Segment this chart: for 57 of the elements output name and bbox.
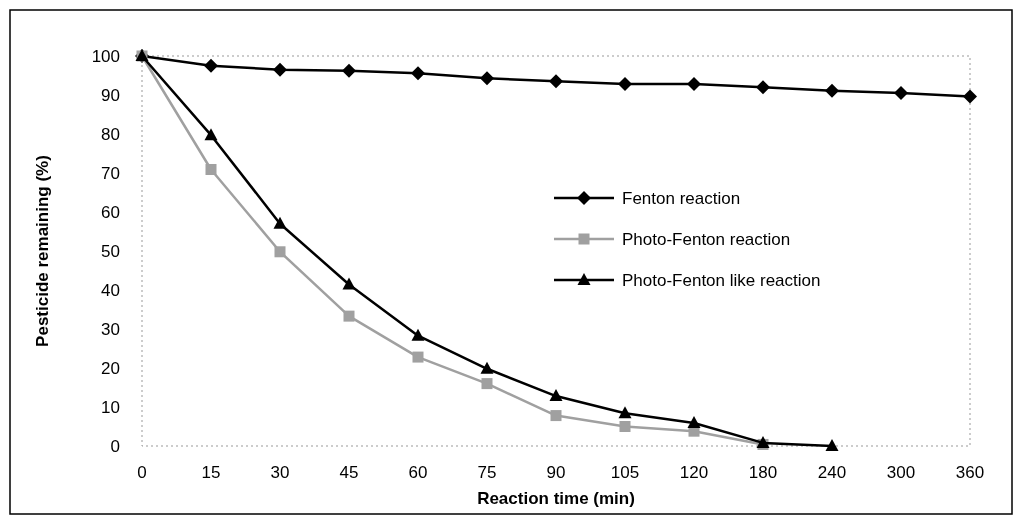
point — [549, 389, 563, 402]
point — [273, 62, 287, 77]
point — [825, 83, 839, 98]
point — [825, 439, 839, 451]
point — [204, 58, 218, 73]
point — [205, 163, 217, 175]
point — [549, 74, 563, 89]
y-tick-label: 90 — [101, 85, 120, 105]
y-tick-label: 30 — [101, 319, 120, 339]
point — [204, 128, 218, 141]
y-tick-label: 60 — [101, 202, 120, 222]
y-tick-label: 80 — [101, 124, 120, 144]
x-tick-label: 15 — [201, 463, 221, 482]
point — [342, 277, 356, 290]
x-axis-title: Reaction time (min) — [477, 489, 635, 508]
point — [411, 328, 425, 341]
y-tick-label: 100 — [91, 46, 120, 66]
x-tick-label: 360 — [955, 463, 985, 482]
x-tick-label: 45 — [339, 463, 359, 482]
point — [343, 310, 355, 322]
point — [480, 71, 494, 86]
x-tick-label: 300 — [886, 463, 916, 482]
legend-label: Photo-Fenton like reaction — [622, 270, 821, 290]
point — [687, 415, 701, 428]
point — [756, 80, 770, 95]
x-tick-label: 30 — [270, 463, 290, 482]
y-tick-label: 10 — [101, 397, 120, 417]
x-tick-label: 180 — [748, 463, 778, 482]
point — [412, 351, 424, 363]
point — [411, 66, 425, 81]
point — [894, 86, 908, 101]
point — [342, 63, 356, 78]
x-tick-label: 105 — [610, 463, 640, 482]
point — [687, 77, 701, 92]
y-tick-label: 20 — [101, 358, 120, 378]
point — [618, 77, 632, 92]
point — [480, 361, 494, 374]
x-tick-label: 240 — [817, 463, 847, 482]
x-tick-label: 0 — [137, 463, 147, 482]
y-tick-label: 40 — [101, 280, 120, 300]
point — [618, 406, 632, 419]
x-tick-label: 60 — [408, 463, 428, 482]
legend-label: Photo-Fenton reaction — [622, 229, 791, 249]
y-tick-label: 70 — [101, 163, 120, 183]
point — [963, 89, 977, 104]
point — [481, 378, 493, 390]
point — [619, 421, 631, 432]
y-tick-label: 0 — [110, 436, 120, 456]
x-tick-label: 90 — [546, 463, 566, 482]
x-tick-label: 120 — [679, 463, 709, 482]
point — [550, 410, 562, 422]
y-axis-title: Pesticide remaining (%) — [33, 155, 52, 347]
x-tick-label: 75 — [477, 463, 497, 482]
point — [273, 216, 287, 229]
y-tick-label: 50 — [101, 241, 120, 261]
point — [274, 246, 286, 258]
legend-label: Fenton reaction — [622, 188, 741, 208]
